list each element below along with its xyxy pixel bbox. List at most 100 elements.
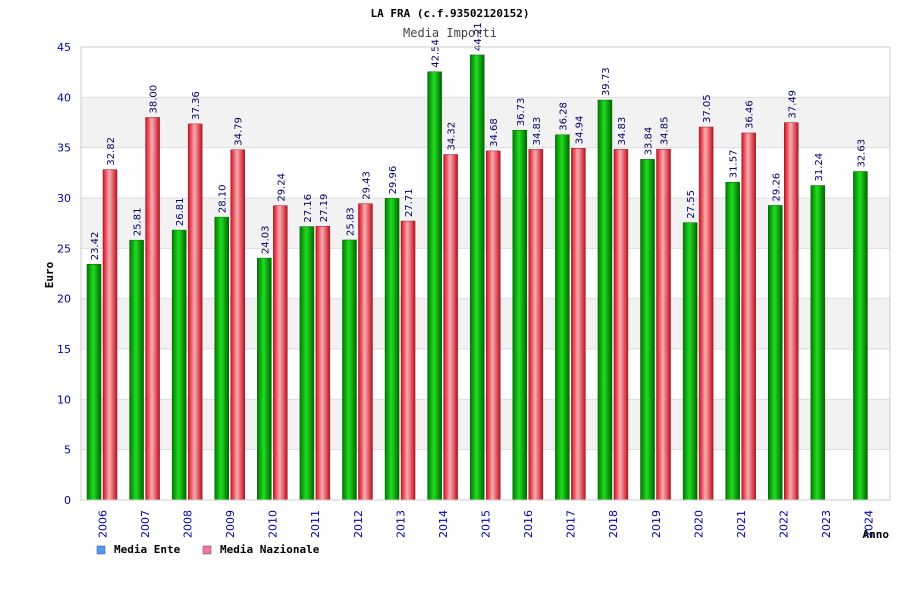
bar-media-ente-2020 bbox=[682, 222, 698, 501]
bar-media-ente-2023 bbox=[810, 185, 826, 501]
value-label: 36.28 bbox=[558, 102, 569, 131]
x-tick-label: 2018 bbox=[607, 510, 620, 538]
x-tick-label: 2015 bbox=[480, 510, 493, 538]
x-tick-label: 2010 bbox=[267, 510, 280, 538]
bar-media-ente-2021 bbox=[725, 181, 740, 501]
x-tick-label: 2011 bbox=[309, 510, 322, 538]
chart-subtitle: Media Importi bbox=[403, 26, 497, 40]
y-tick-label: 0 bbox=[64, 494, 71, 507]
value-label: 38.00 bbox=[149, 85, 160, 114]
x-tick-label: 2007 bbox=[139, 510, 152, 538]
value-label: 31.24 bbox=[814, 153, 825, 182]
x-tick-label: 2021 bbox=[735, 510, 748, 538]
bar-media-nazionale-2009 bbox=[230, 149, 245, 501]
value-label: 32.82 bbox=[106, 137, 117, 166]
value-label: 28.10 bbox=[218, 184, 229, 213]
chart-title: LA FRA (c.f.93502120152) bbox=[371, 7, 530, 20]
bar-media-nazionale-2020 bbox=[698, 126, 714, 501]
bar-media-ente-2015 bbox=[469, 54, 485, 501]
value-label: 27.19 bbox=[319, 194, 330, 223]
bar-media-nazionale-2018 bbox=[613, 149, 629, 501]
value-label: 25.81 bbox=[133, 208, 144, 237]
bar-media-nazionale-2017 bbox=[571, 148, 586, 501]
value-label: 36.46 bbox=[745, 100, 756, 129]
value-label: 27.71 bbox=[404, 188, 415, 217]
bar-media-nazionale-2015 bbox=[485, 150, 501, 501]
y-axis-label: Euro bbox=[43, 261, 56, 288]
bar-media-ente-2016 bbox=[512, 130, 528, 501]
value-label: 29.96 bbox=[388, 166, 399, 195]
bar-media-nazionale-2010 bbox=[273, 205, 288, 501]
bar-media-nazionale-2006 bbox=[102, 169, 118, 501]
bar-media-nazionale-2021 bbox=[741, 132, 756, 501]
axes: 0 5 10 15 20 25 30 35 40 45 2006 2007 2008 2009 2010 20… bbox=[57, 41, 891, 538]
bar-media-ente-2011 bbox=[299, 226, 315, 501]
bar-media-nazionale-2022 bbox=[784, 122, 799, 501]
bar-media-nazionale-2007 bbox=[145, 117, 160, 501]
x-tick-label: 2013 bbox=[394, 510, 407, 538]
value-label: 27.16 bbox=[303, 194, 314, 223]
bar-media-ente-2006 bbox=[86, 263, 102, 501]
x-tick-label: 2024 bbox=[863, 510, 876, 538]
bar-media-ente-2018 bbox=[597, 99, 613, 501]
bar-media-nazionale-2014 bbox=[443, 154, 458, 501]
value-label: 25.83 bbox=[345, 207, 356, 236]
y-tick-label: 40 bbox=[57, 91, 71, 104]
value-label: 37.49 bbox=[787, 90, 798, 119]
value-label: 29.26 bbox=[771, 173, 782, 202]
bar-media-ente-2008 bbox=[171, 229, 187, 501]
value-label: 34.94 bbox=[574, 116, 585, 145]
legend-label-media-nazionale: Media Nazionale bbox=[220, 543, 320, 556]
x-tick-label: 2014 bbox=[437, 510, 450, 538]
y-tick-label: 45 bbox=[57, 41, 71, 54]
x-axis-label: Anno bbox=[863, 528, 890, 541]
bar-media-nazionale-2012 bbox=[358, 203, 373, 501]
y-tick-label: 25 bbox=[57, 242, 71, 255]
y-tick-label: 20 bbox=[57, 293, 71, 306]
x-tick-label: 2017 bbox=[565, 510, 578, 538]
bar-media-nazionale-2019 bbox=[656, 148, 671, 501]
value-label: 27.55 bbox=[686, 190, 697, 219]
value-label: 29.24 bbox=[276, 173, 287, 202]
value-label: 23.42 bbox=[90, 232, 101, 261]
value-label: 44.21 bbox=[473, 22, 484, 51]
bar-media-ente-2007 bbox=[129, 239, 144, 501]
x-tick-label: 2008 bbox=[181, 510, 194, 538]
y-tick-label: 15 bbox=[57, 343, 71, 356]
value-label: 34.32 bbox=[447, 122, 458, 151]
y-tick-label: 10 bbox=[57, 393, 71, 406]
bar-media-ente-2024 bbox=[853, 171, 868, 501]
value-label: 26.81 bbox=[175, 197, 186, 226]
value-labels: 23.42 32.82 25.81 38.00 26.81 37.36 28.10 34.79… bbox=[90, 22, 867, 260]
x-tick-label: 2016 bbox=[522, 510, 535, 538]
y-tick-label: 30 bbox=[57, 192, 71, 205]
value-label: 39.73 bbox=[601, 67, 612, 96]
bar-media-ente-2014 bbox=[427, 71, 442, 501]
bar-media-ente-2019 bbox=[640, 159, 655, 501]
plot-frame bbox=[80, 46, 891, 501]
bar-media-ente-2013 bbox=[384, 198, 400, 501]
value-label: 34.83 bbox=[532, 117, 543, 146]
bar-media-ente-2017 bbox=[555, 134, 570, 501]
value-label: 31.57 bbox=[729, 150, 740, 179]
value-label: 37.36 bbox=[191, 91, 202, 120]
value-label: 24.03 bbox=[260, 225, 271, 254]
bar-media-nazionale-2008 bbox=[187, 123, 203, 501]
value-label: 33.84 bbox=[644, 127, 655, 156]
x-tick-label: 2020 bbox=[692, 510, 705, 538]
legend: Media Ente Media Nazionale bbox=[96, 543, 320, 556]
bar-media-ente-2012 bbox=[342, 239, 357, 501]
bar-media-ente-2022 bbox=[768, 205, 783, 501]
x-tick-label: 2022 bbox=[778, 510, 791, 538]
legend-swatch-media-nazionale bbox=[202, 545, 212, 555]
bar-media-ente-2010 bbox=[257, 257, 272, 501]
x-tick-label: 2006 bbox=[96, 510, 109, 538]
x-tick-label: 2012 bbox=[352, 510, 365, 538]
value-label: 29.43 bbox=[361, 171, 372, 200]
value-label: 37.05 bbox=[702, 94, 713, 123]
bar-media-nazionale-2016 bbox=[528, 149, 544, 501]
x-tick-label: 2023 bbox=[820, 510, 833, 538]
bars bbox=[86, 54, 868, 501]
value-label: 32.63 bbox=[856, 139, 867, 168]
